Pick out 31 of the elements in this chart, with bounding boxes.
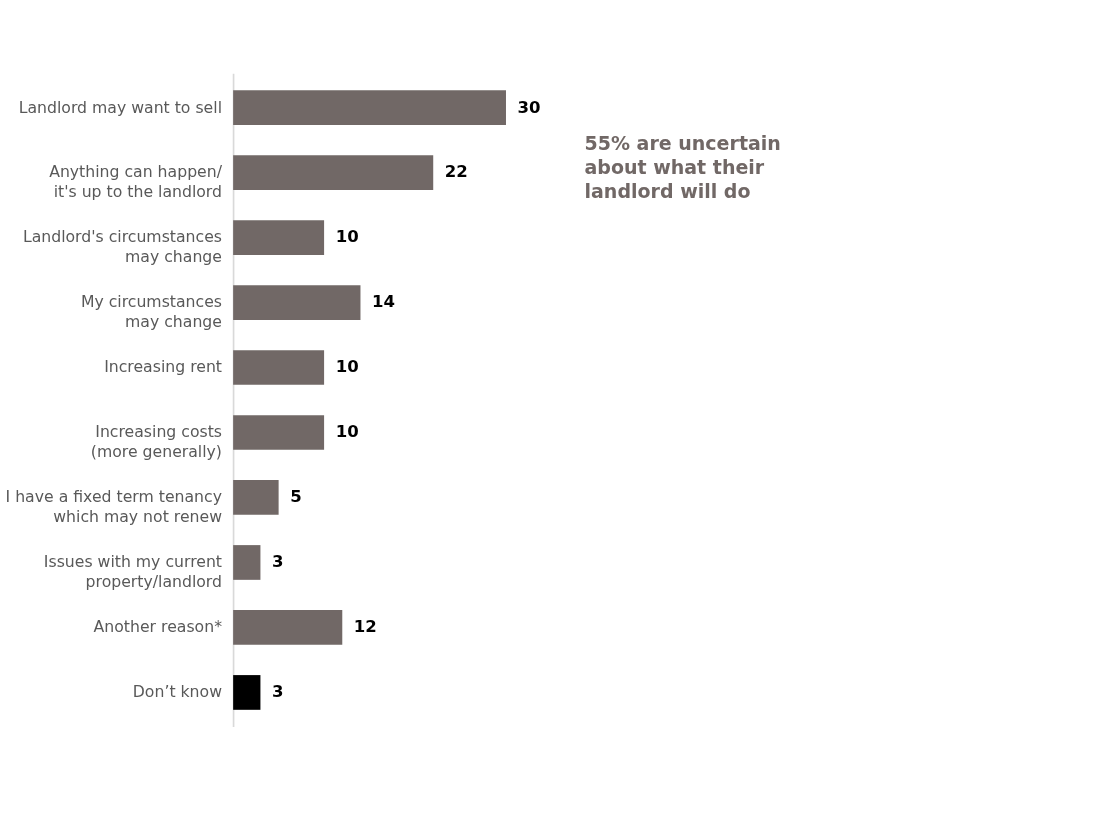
bar <box>233 480 279 515</box>
bar <box>233 415 325 450</box>
y-tick-label: I have a fixed term tenancy which may not renew <box>5 487 223 527</box>
bar <box>233 675 261 710</box>
y-tick-label: Landlord may want to sell <box>18 97 222 117</box>
data-label: 12 <box>353 617 377 637</box>
bar <box>233 285 361 320</box>
data-label: 10 <box>335 422 359 442</box>
bar <box>233 220 325 255</box>
data-label: 3 <box>272 552 284 572</box>
bar <box>233 545 261 580</box>
bar <box>233 90 506 125</box>
text: 55% are uncertain about what their landlord will do <box>584 132 781 203</box>
data-label: 14 <box>372 292 396 312</box>
y-tick-label: Landlord's circumstances may change <box>22 227 222 267</box>
y-tick-label: Another reason* <box>93 617 223 637</box>
data-label: 5 <box>290 487 302 507</box>
data-label: 10 <box>335 227 359 247</box>
y-tick-label: Don’t know <box>132 682 223 702</box>
y-tick-label: Increasing rent <box>104 357 222 377</box>
data-label: 10 <box>335 357 359 377</box>
y-tick-label: Issues with my current property/landlord <box>43 552 222 592</box>
bar <box>233 155 434 190</box>
bar <box>233 610 343 645</box>
data-label: 3 <box>272 682 284 702</box>
y-tick-label: Anything can happen/ it's up to the landlord <box>49 162 223 202</box>
data-label: 30 <box>517 97 541 117</box>
bar <box>233 350 325 385</box>
y-tick-label: My circumstances may change <box>80 292 222 332</box>
y-tick-label: Increasing costs (more generally) <box>90 422 222 462</box>
data-label: 22 <box>444 162 468 182</box>
